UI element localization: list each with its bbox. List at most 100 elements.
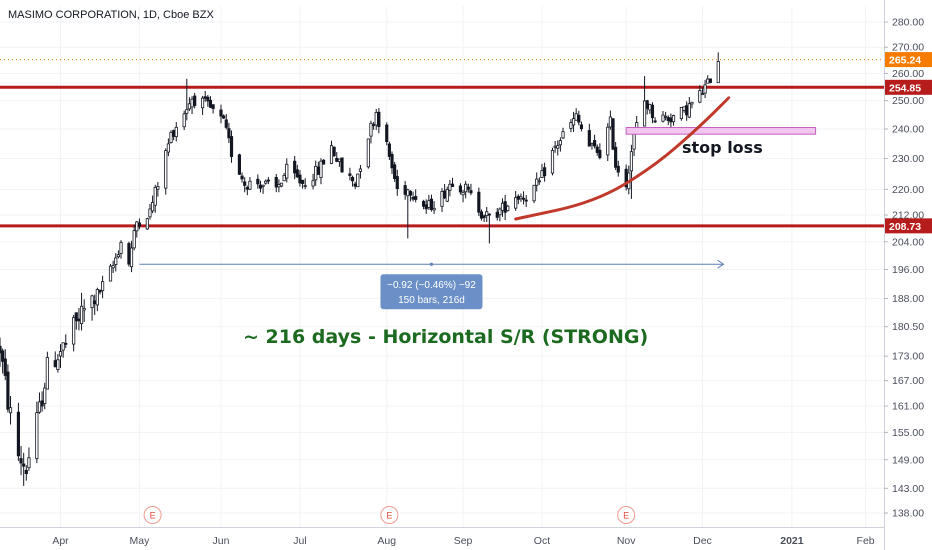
candle-body [574, 113, 578, 121]
candle-body [108, 265, 113, 282]
candle-body [256, 178, 260, 185]
x-tick-label: Feb [857, 535, 875, 547]
candle-body [93, 300, 97, 305]
candle-body [266, 179, 270, 182]
candle-body [421, 200, 426, 207]
y-tick-label: 155.00 [892, 427, 924, 439]
level-price-tag [885, 79, 932, 95]
candle-body [72, 317, 76, 345]
candle-body [685, 105, 689, 116]
candle-body [464, 183, 468, 193]
candle-body [274, 177, 278, 188]
candle-body [427, 200, 431, 208]
candle-body [116, 254, 120, 258]
candle-body [550, 150, 555, 174]
candle-body [293, 160, 297, 174]
candle-body [516, 195, 520, 200]
candle-body [429, 198, 434, 210]
y-tick-label: 138.00 [892, 508, 924, 520]
measure-arrowhead [717, 259, 725, 269]
candle-body [598, 149, 602, 159]
candle-body [174, 126, 178, 138]
candle-body [300, 179, 305, 184]
earnings-marker-label: E [386, 511, 392, 521]
candle-body [543, 167, 547, 177]
y-tick-label: 280.00 [892, 17, 924, 29]
candle-body [332, 146, 336, 157]
candles [0, 52, 720, 486]
stop-loss-label: stop loss [682, 138, 763, 157]
candle-body [432, 207, 436, 211]
y-tick-label: 149.00 [892, 454, 924, 466]
x-tick-label: Oct [534, 535, 550, 547]
candle-body [385, 124, 389, 143]
candle-body [111, 265, 115, 269]
candle-body [19, 458, 23, 464]
candle-body [348, 173, 352, 176]
candle-body [466, 186, 470, 190]
candle-body [61, 342, 65, 351]
candle-body [135, 221, 139, 232]
earnings-marker-label: E [150, 511, 156, 521]
candle-body [503, 201, 507, 213]
candle-body [129, 247, 134, 268]
x-tick-label: Dec [693, 535, 712, 547]
candle-body [700, 93, 705, 95]
candle-body [645, 100, 649, 109]
candle-body [43, 387, 47, 404]
level-price-label: 208.73 [889, 221, 921, 233]
candle-body [224, 119, 228, 128]
candle-body [479, 211, 484, 219]
last-price-label: 265.24 [889, 55, 921, 67]
x-tick-label: Aug [377, 535, 396, 547]
candle-body [145, 218, 149, 230]
candle-body [577, 114, 581, 123]
x-tick-label: Nov [617, 535, 636, 547]
candle-body [408, 190, 413, 196]
last-price-tag [885, 52, 932, 68]
x-tick-label: Jun [213, 535, 230, 547]
candle-body [90, 295, 94, 308]
candle-body [243, 181, 247, 186]
candle-body [561, 131, 565, 139]
candle-body [169, 131, 173, 143]
measure-midpoint [429, 262, 434, 266]
y-tick-label: 188.00 [892, 293, 924, 305]
y-tick-label: 167.00 [892, 375, 924, 387]
y-tick-label: 220.00 [892, 184, 924, 196]
grid [0, 6, 884, 527]
candle-body [469, 190, 473, 194]
candle-body [229, 136, 234, 157]
candle-body [264, 180, 268, 184]
candle-body [377, 111, 381, 128]
measure-bars-text: 150 bars, 216d [398, 295, 465, 306]
candle-body [372, 124, 376, 127]
candle-body [206, 96, 210, 102]
candle-body [716, 61, 720, 84]
candle-body [329, 145, 334, 164]
candle-body [148, 208, 152, 218]
candle-body [277, 184, 281, 188]
candle-body [440, 191, 444, 207]
candle-body [185, 109, 189, 114]
measure-info-box [380, 274, 483, 310]
candle-body [166, 143, 170, 153]
range-annotation: ~ 216 days - Horizontal S/R (STRONG) [243, 326, 648, 348]
candle-body [37, 401, 42, 413]
earnings-marker-label: E [623, 511, 629, 521]
candle-body [532, 184, 536, 202]
candle-body [156, 186, 160, 190]
earnings-marker [617, 506, 636, 524]
candle-body [0, 345, 2, 354]
y-tick-label: 161.00 [892, 401, 924, 413]
candle-body [590, 143, 594, 146]
candle-body [629, 151, 634, 172]
candle-body [240, 175, 244, 180]
candle-body [708, 78, 712, 83]
candle-body [279, 182, 284, 187]
candle-body [366, 138, 370, 168]
y-tick-label: 270.00 [892, 42, 924, 54]
y-tick-label: 173.00 [892, 351, 924, 363]
chart-title: MASIMO CORPORATION, 1D, Cboe BZX [8, 9, 214, 21]
